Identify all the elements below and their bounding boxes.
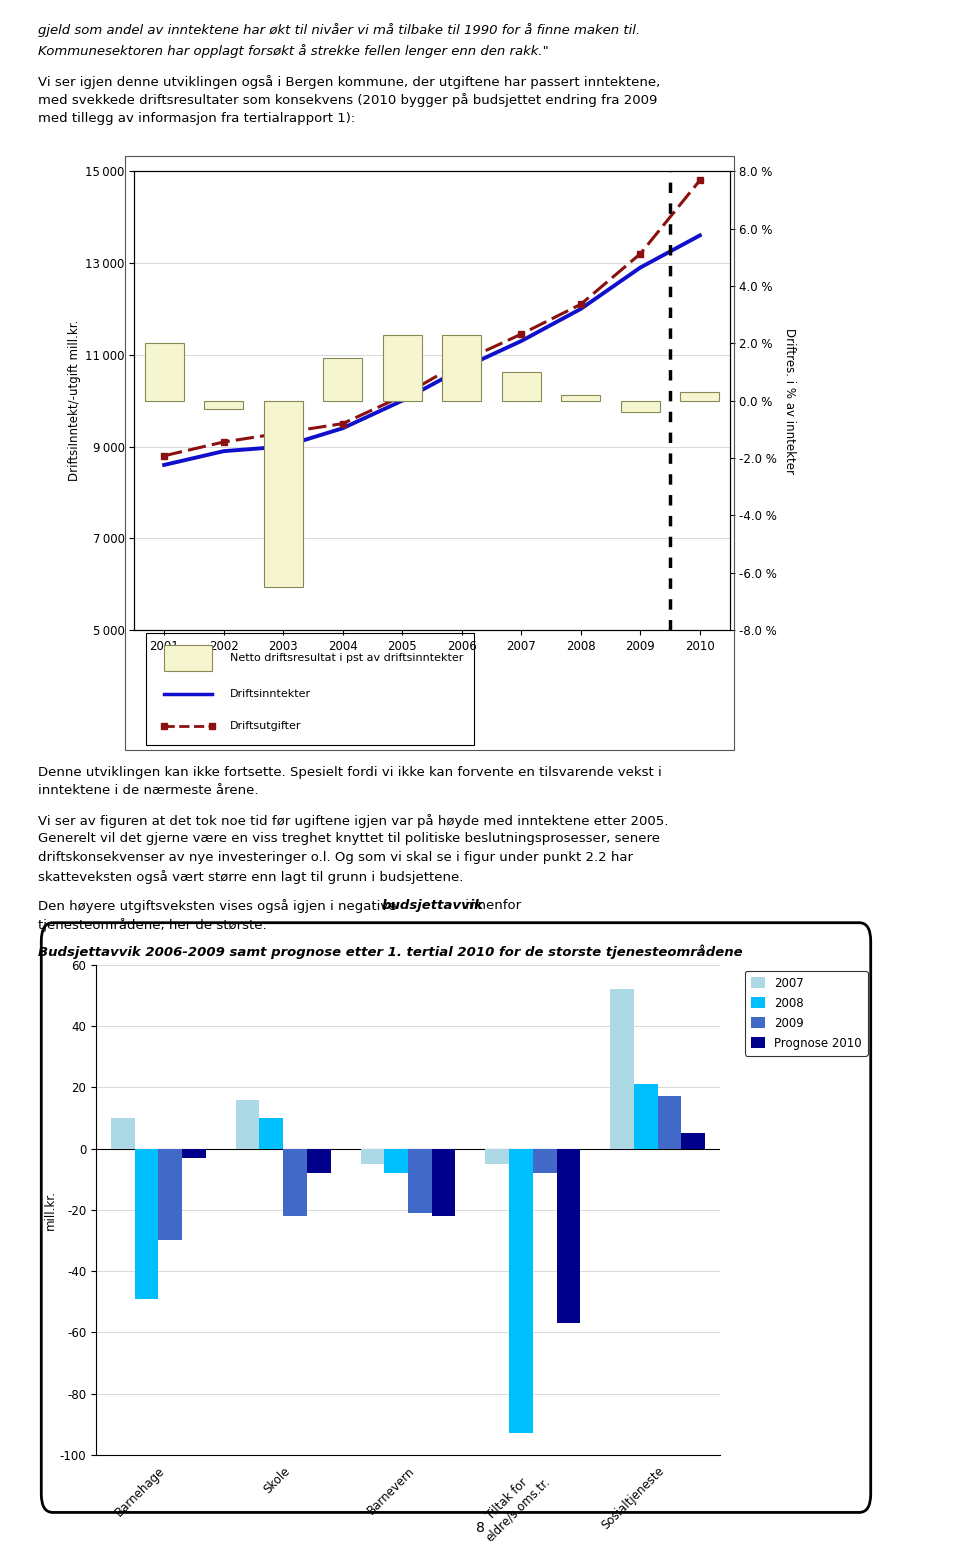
Bar (621, 401, 660, 412)
Bar (361, 1148, 384, 1164)
Y-axis label: DriftsiInntekt/-utgift mill.kr.: DriftsiInntekt/-utgift mill.kr. (68, 321, 81, 481)
Bar (634, 1085, 658, 1148)
Bar (682, 1133, 705, 1148)
Bar (658, 1097, 682, 1148)
Bar (283, 1148, 307, 1215)
Bar (204, 401, 243, 409)
Bar (502, 372, 540, 401)
Bar (681, 392, 719, 401)
Text: inntektene i de nærmeste årene.: inntektene i de nærmeste årene. (38, 784, 259, 797)
Text: med svekkede driftsresultater som konsekvens (2010 bygger på budsjettet endring : med svekkede driftsresultater som konsek… (38, 93, 658, 107)
Text: 8: 8 (475, 1522, 485, 1534)
Bar (562, 395, 600, 401)
Bar (533, 1148, 557, 1173)
Text: Netto driftsresultat i pst av driftsinntekter: Netto driftsresultat i pst av driftsinnt… (229, 654, 463, 663)
Text: Kommunesektoren har opplagt forsøkt å strekke fellen lenger enn den rakk.": Kommunesektoren har opplagt forsøkt å st… (38, 44, 549, 58)
Text: Den høyere utgiftsveksten vises også igjen i negative: Den høyere utgiftsveksten vises også igj… (38, 899, 401, 913)
Bar (324, 358, 362, 401)
Bar (307, 1148, 330, 1173)
Bar (182, 1148, 205, 1158)
Bar (557, 1148, 580, 1323)
Bar (259, 1117, 283, 1148)
Bar (443, 335, 481, 401)
Bar (432, 1148, 455, 1215)
Legend: 2007, 2008, 2009, Prognose 2010: 2007, 2008, 2009, Prognose 2010 (745, 971, 868, 1055)
Bar (509, 1148, 533, 1433)
Text: Driftsutgifter: Driftsutgifter (229, 720, 301, 731)
Bar (611, 990, 634, 1148)
Bar (111, 1117, 134, 1148)
Text: gjeld som andel av inntektene har økt til nivåer vi må tilbake til 1990 for å fi: gjeld som andel av inntektene har økt ti… (38, 23, 640, 37)
Text: Budsjettavvik 2006-2009 samt prognose etter 1. tertial 2010 for de storste tjene: Budsjettavvik 2006-2009 samt prognose et… (38, 944, 743, 958)
Bar (236, 1100, 259, 1148)
Bar (134, 1148, 158, 1299)
Bar (145, 344, 183, 401)
Text: tjenesteområdene, her de største:: tjenesteområdene, her de største: (38, 918, 267, 932)
Bar (264, 401, 302, 587)
Bar (383, 335, 421, 401)
Text: innenfor: innenfor (461, 899, 521, 912)
Text: driftskonsekvenser av nye investeringer o.l. Og som vi skal se i figur under pun: driftskonsekvenser av nye investeringer … (38, 851, 634, 864)
Bar (164, 646, 212, 671)
Text: Denne utviklingen kan ikke fortsette. Spesielt fordi vi ikke kan forvente en til: Denne utviklingen kan ikke fortsette. Sp… (38, 766, 662, 778)
Y-axis label: mill.kr.: mill.kr. (44, 1190, 57, 1229)
Text: budsjettavvik: budsjettavvik (382, 899, 484, 912)
Text: Vi ser igjen denne utviklingen også i Bergen kommune, der utgiftene har passert : Vi ser igjen denne utviklingen også i Be… (38, 75, 660, 89)
Text: Vi ser av figuren at det tok noe tid før ugiftene igjen var på høyde med inntekt: Vi ser av figuren at det tok noe tid før… (38, 814, 669, 828)
Text: Driftsinntekter: Driftsinntekter (229, 689, 311, 699)
Text: Generelt vil det gjerne være en viss treghet knyttet til politiske beslutningspr: Generelt vil det gjerne være en viss tre… (38, 832, 660, 845)
Text: med tillegg av informasjon fra tertialrapport 1):: med tillegg av informasjon fra tertialra… (38, 112, 355, 124)
Y-axis label: Driftres. i % av inntekter: Driftres. i % av inntekter (782, 328, 796, 473)
Bar (408, 1148, 432, 1212)
Bar (158, 1148, 182, 1240)
Bar (486, 1148, 509, 1164)
Text: skatteveksten også vært større enn lagt til grunn i budsjettene.: skatteveksten også vært større enn lagt … (38, 870, 464, 884)
Bar (384, 1148, 408, 1173)
